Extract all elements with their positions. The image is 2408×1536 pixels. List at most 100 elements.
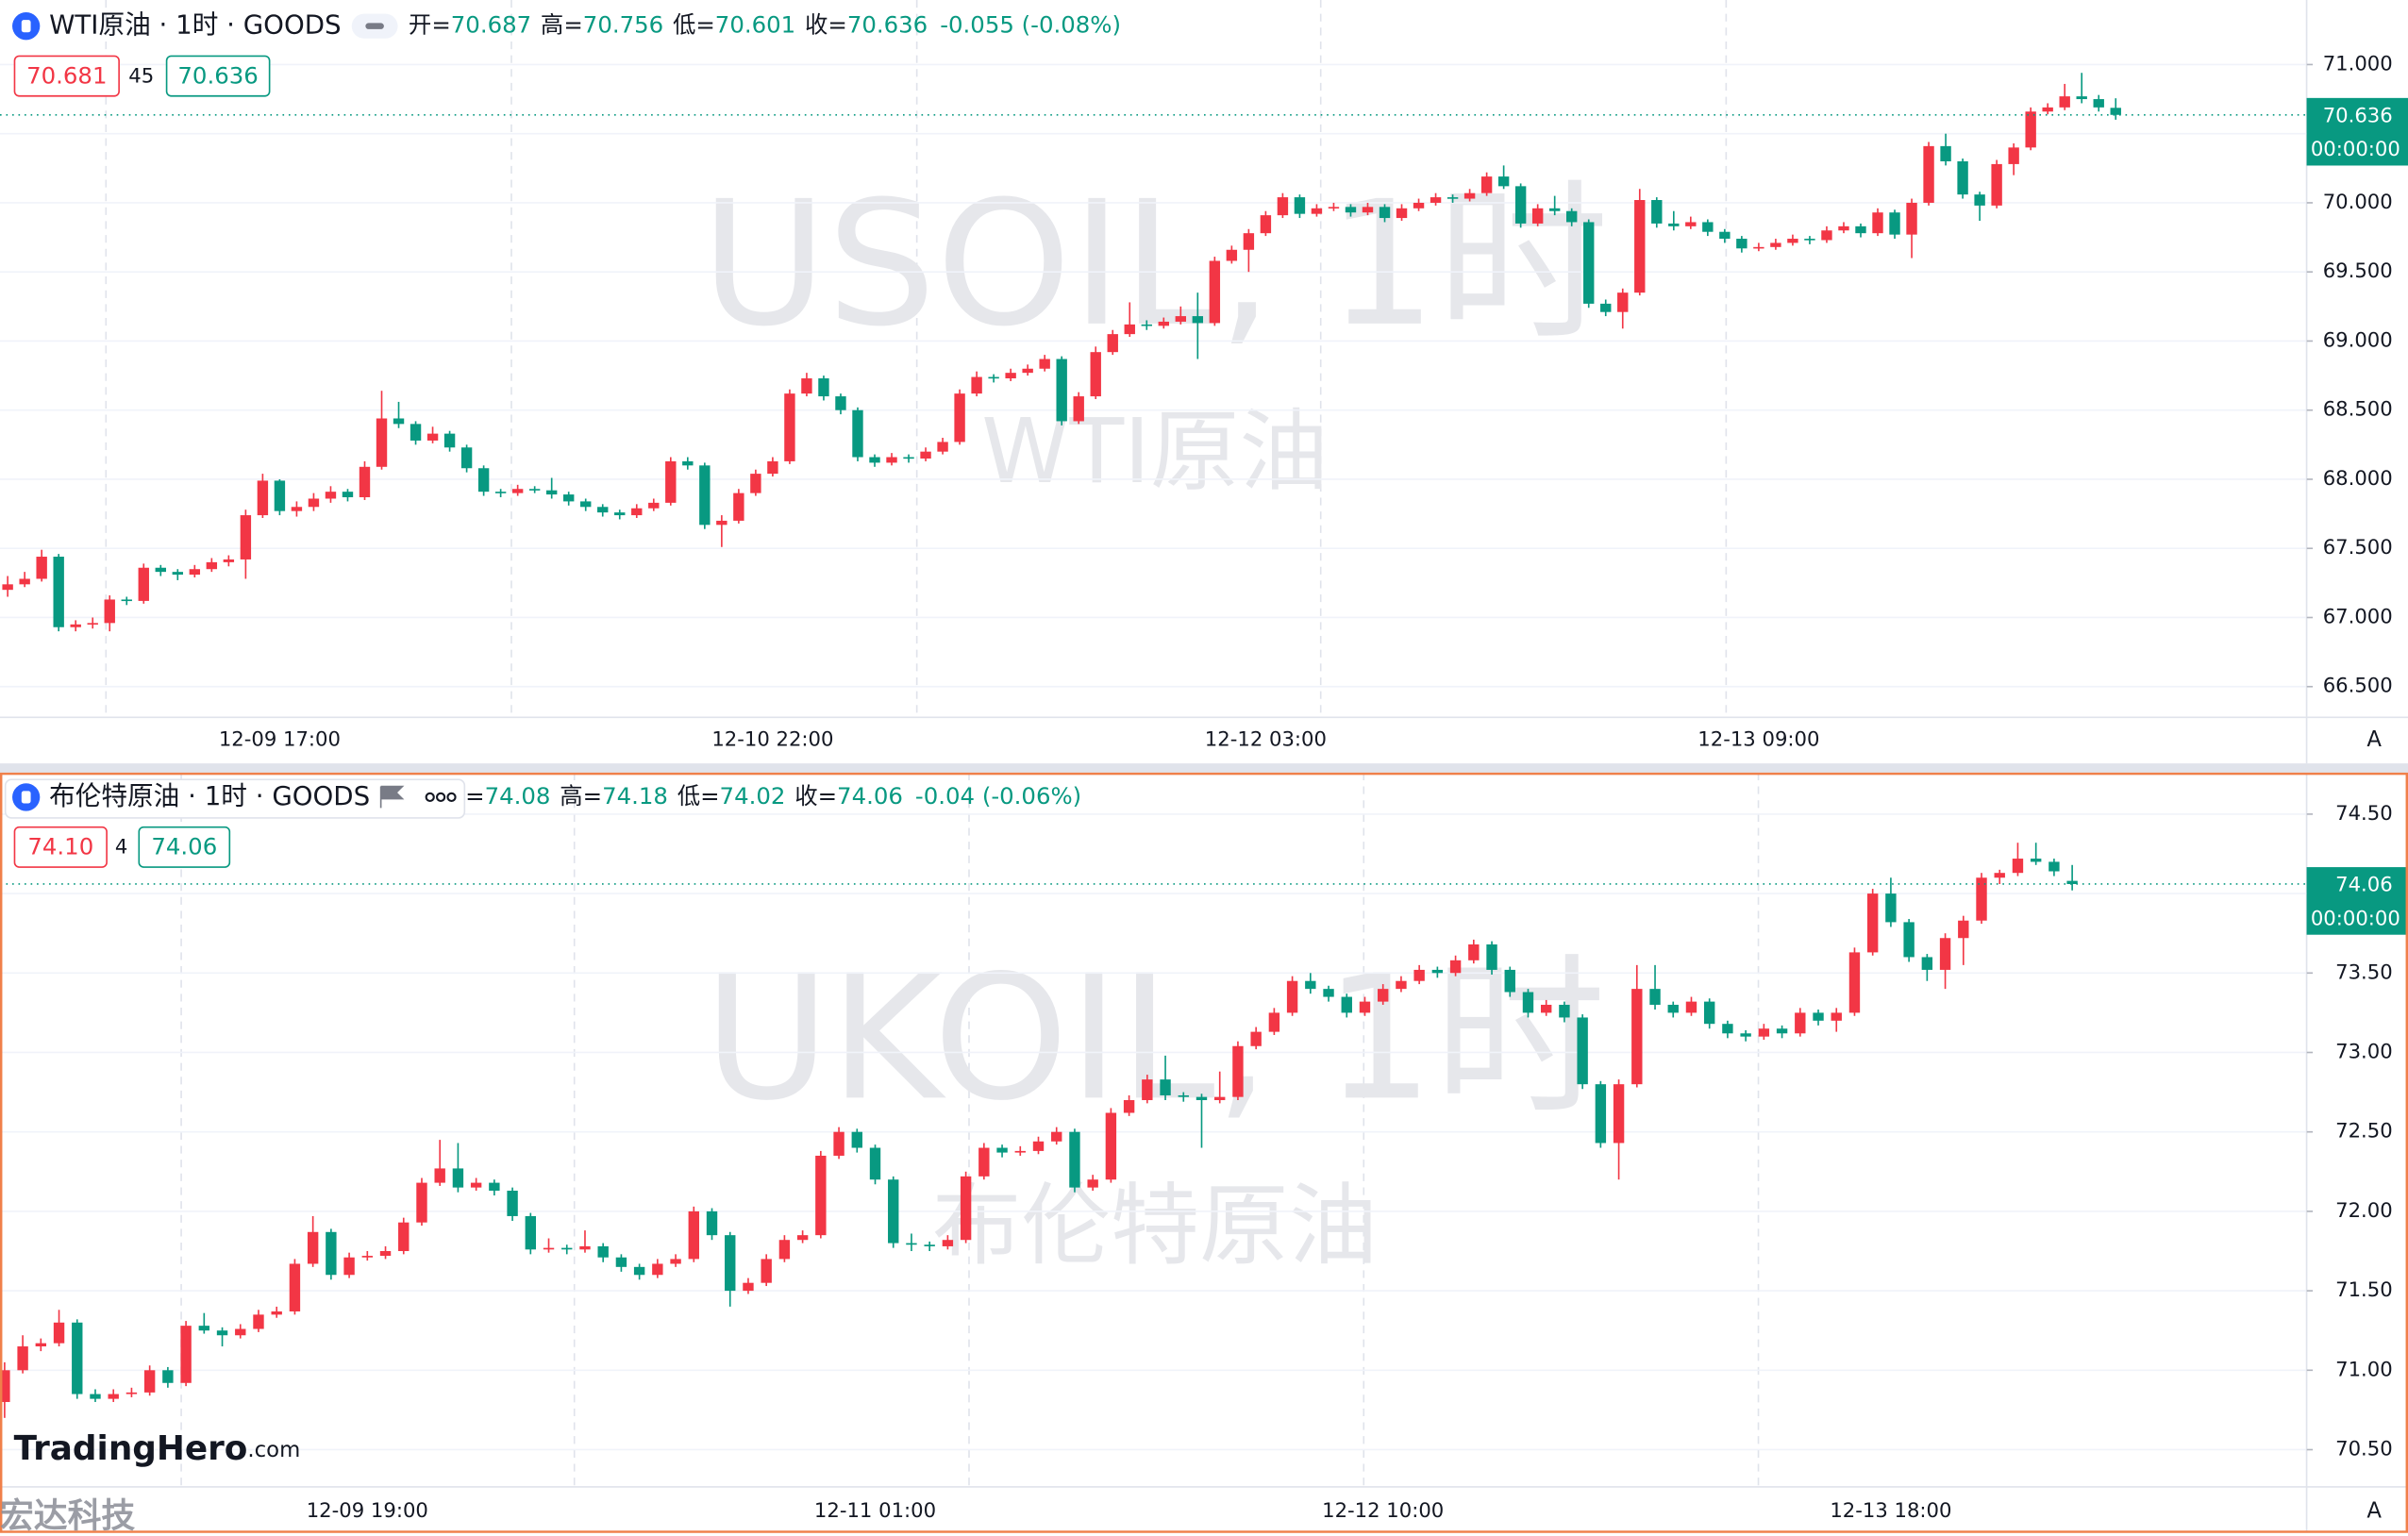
- candle-body: [971, 376, 982, 394]
- candle-body: [1504, 969, 1515, 993]
- pane-separator[interactable]: [0, 763, 2408, 773]
- candle-body: [1480, 176, 1493, 193]
- candle-body: [1039, 359, 1050, 369]
- close-label: 收=: [794, 782, 837, 810]
- spread: 4: [115, 835, 127, 859]
- candle-body: [942, 1240, 954, 1246]
- candle-body: [725, 1235, 736, 1292]
- candle-body: [978, 1147, 990, 1177]
- candle-body: [216, 1330, 228, 1336]
- candle-body: [155, 567, 166, 573]
- candle-body: [815, 1155, 827, 1236]
- candle-body: [1446, 197, 1459, 199]
- candle-body: [1577, 1017, 1588, 1085]
- candle-body: [1974, 194, 1985, 206]
- candle-body: [1776, 1028, 1788, 1034]
- candle-body: [1005, 373, 1016, 379]
- x-tick-label: 12-12 10:00: [1322, 1498, 1444, 1522]
- candle-body: [1051, 1131, 1062, 1142]
- candle-body: [343, 1257, 355, 1276]
- candle-body: [733, 493, 744, 521]
- candle-body: [1328, 207, 1340, 209]
- candle-body: [869, 457, 880, 463]
- candle-body: [1634, 200, 1646, 293]
- candle-body: [652, 1263, 663, 1276]
- flag-icon[interactable]: [379, 785, 405, 809]
- candle-body: [507, 1191, 518, 1216]
- candle-body: [274, 480, 286, 511]
- candle-body: [561, 1247, 573, 1250]
- y-tick-label: 70.000: [2323, 190, 2393, 213]
- candle-body: [393, 418, 405, 425]
- candle-body: [1196, 1096, 1208, 1101]
- candle-body: [784, 393, 795, 461]
- watermark-sub: 布伦特原油: [932, 1175, 1378, 1278]
- logo: TradingHero.com: [14, 1429, 301, 1468]
- high-value: 74.18: [602, 782, 668, 810]
- candle-body: [888, 1179, 899, 1244]
- y-tick-label: 67.000: [2323, 604, 2393, 627]
- candle-body: [253, 1314, 264, 1329]
- bid-box[interactable]: [13, 55, 120, 97]
- bid-box[interactable]: [13, 826, 108, 868]
- candle-body: [325, 492, 337, 499]
- candle-body: [2042, 107, 2053, 112]
- candle-body: [1566, 210, 1578, 223]
- candle-body: [410, 424, 422, 441]
- candle-body: [1939, 938, 1951, 970]
- candle-body: [1232, 1045, 1244, 1097]
- ask-box[interactable]: [138, 826, 231, 868]
- ask-box[interactable]: [165, 55, 271, 97]
- candle-body: [682, 460, 694, 466]
- candle-body: [996, 1147, 1008, 1153]
- x-tick-label: 12-10 22:00: [711, 727, 833, 751]
- candle-body: [1600, 303, 1612, 312]
- candle-body: [1685, 1001, 1697, 1013]
- candle-body: [1069, 1131, 1080, 1188]
- symbol-title[interactable]: WTI原油 · 1时 · GOODS: [49, 9, 341, 41]
- scale-mode[interactable]: A: [2366, 1498, 2382, 1523]
- candle-body: [1787, 239, 1798, 243]
- candle-body: [1286, 980, 1298, 1013]
- candle-body: [716, 520, 727, 526]
- y-tick-label: 71.000: [2323, 51, 2393, 75]
- close-value: 70.636: [847, 11, 928, 39]
- scale-mode[interactable]: A: [2366, 727, 2382, 752]
- candle-body: [1903, 922, 1915, 958]
- change-value: -0.055 (-0.08%): [940, 11, 1121, 39]
- candle-body: [477, 468, 490, 493]
- candle-body: [1090, 352, 1101, 397]
- candle-body: [426, 433, 439, 441]
- candle-body: [665, 460, 677, 503]
- candle-body: [1921, 957, 1933, 970]
- more-icon[interactable]: [425, 792, 457, 803]
- candle-body: [2066, 880, 2078, 884]
- symbol-title[interactable]: 布伦特原油 · 1时 · GOODS: [49, 780, 370, 811]
- scale-mode-button[interactable]: [2357, 1495, 2392, 1528]
- candle-body: [988, 376, 999, 379]
- candle-body: [1668, 223, 1680, 226]
- y-tick-label: 68.500: [2323, 397, 2393, 421]
- candle-body: [1583, 222, 1595, 304]
- high-label: 高=: [541, 11, 583, 39]
- candle-body: [545, 490, 558, 495]
- open-label: 开=: [409, 11, 451, 39]
- candle-body: [1413, 969, 1425, 981]
- candle-body: [1991, 163, 2002, 206]
- candle-body: [1345, 207, 1357, 213]
- ohlc-legend: =74.08 高=74.18 低=74.02 收=74.06 -0.04 (-0.06%…: [465, 782, 1081, 810]
- candle-body: [1722, 1024, 1733, 1034]
- y-tick-label: 74.50: [2335, 801, 2393, 825]
- scale-mode-button[interactable]: [2357, 725, 2392, 756]
- candle-body: [1831, 1012, 1842, 1021]
- candle-body: [743, 1282, 754, 1292]
- symbol-icon-glyph: [21, 791, 31, 804]
- candle-body: [1522, 992, 1534, 1013]
- candle-body: [761, 1259, 772, 1283]
- candle-body: [1379, 207, 1391, 219]
- countdown: 00:00:00: [2311, 906, 2400, 929]
- candle-body: [90, 1394, 101, 1399]
- candle-body: [1872, 212, 1883, 234]
- symbol-box[interactable]: [4, 778, 466, 819]
